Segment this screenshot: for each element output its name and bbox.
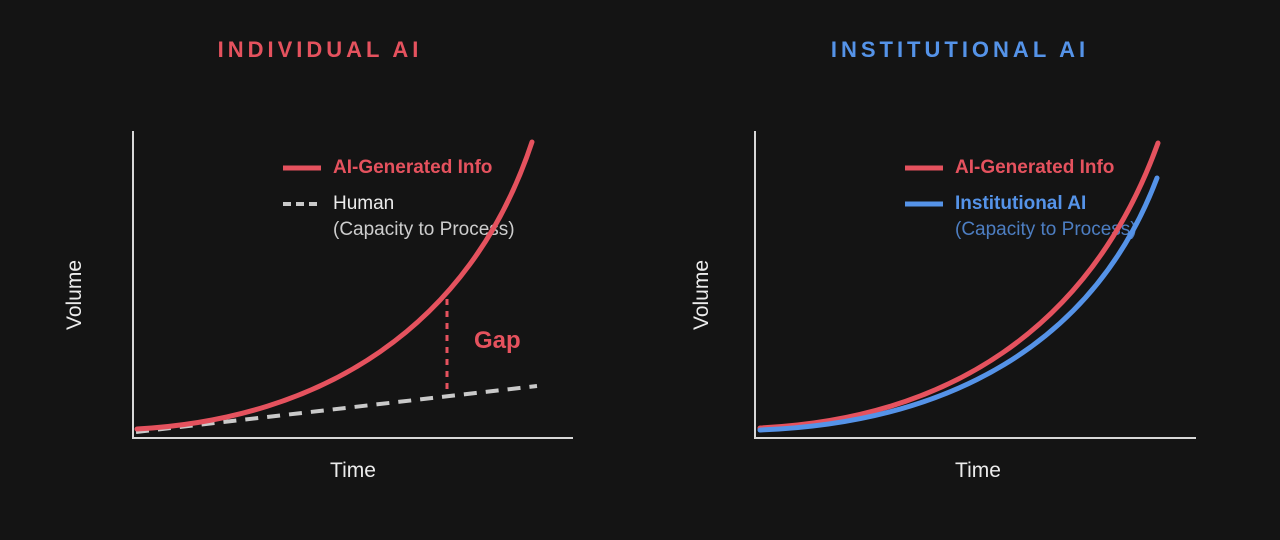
legend-label-human: Human <box>333 193 395 214</box>
left-x-axis-label: Time <box>330 459 376 482</box>
legend-item-institutional-ai: Institutional AI <box>905 186 1137 222</box>
human-capacity-dashed-line <box>135 384 538 434</box>
right-panel-institutional-ai: INSTITUTIONAL AI Volume Time AI-Generate… <box>640 0 1280 540</box>
legend-item-ai-generated-info: AI-Generated Info <box>905 150 1137 186</box>
legend-label-institutional-ai: Institutional AI <box>955 193 1087 214</box>
right-chart-title: INSTITUTIONAL AI <box>830 37 1090 62</box>
legend-item-ai-generated-info: AI-Generated Info <box>283 150 515 186</box>
legend-label-ai-generated-info: AI-Generated Info <box>955 157 1115 178</box>
blue-line-swatch-icon <box>905 201 943 207</box>
legend-label-ai-generated-info: AI-Generated Info <box>333 157 493 178</box>
right-y-axis-label: Volume <box>690 259 713 331</box>
left-chart-title: INDIVIDUAL AI <box>217 37 423 62</box>
red-line-swatch-icon <box>905 165 943 171</box>
red-line-swatch-icon <box>283 165 321 171</box>
legend-sublabel-capacity-to-process: (Capacity to Process) <box>955 219 1137 240</box>
legend-sublabel-capacity-to-process: (Capacity to Process) <box>333 219 515 240</box>
dashed-line-swatch-icon <box>283 202 321 206</box>
left-plot-svg <box>132 131 573 439</box>
right-x-axis-label: Time <box>955 459 1001 482</box>
left-legend: AI-Generated Info Human (Capacity to Pro… <box>283 150 515 241</box>
legend-item-human: Human <box>283 186 515 222</box>
left-panel-individual-ai: INDIVIDUAL AI Volume Time Gap AI-Generat… <box>63 37 573 482</box>
right-legend: AI-Generated Info Institutional AI (Capa… <box>905 150 1137 241</box>
left-y-axis-label: Volume <box>63 259 86 331</box>
gap-annotation: Gap <box>474 327 521 354</box>
